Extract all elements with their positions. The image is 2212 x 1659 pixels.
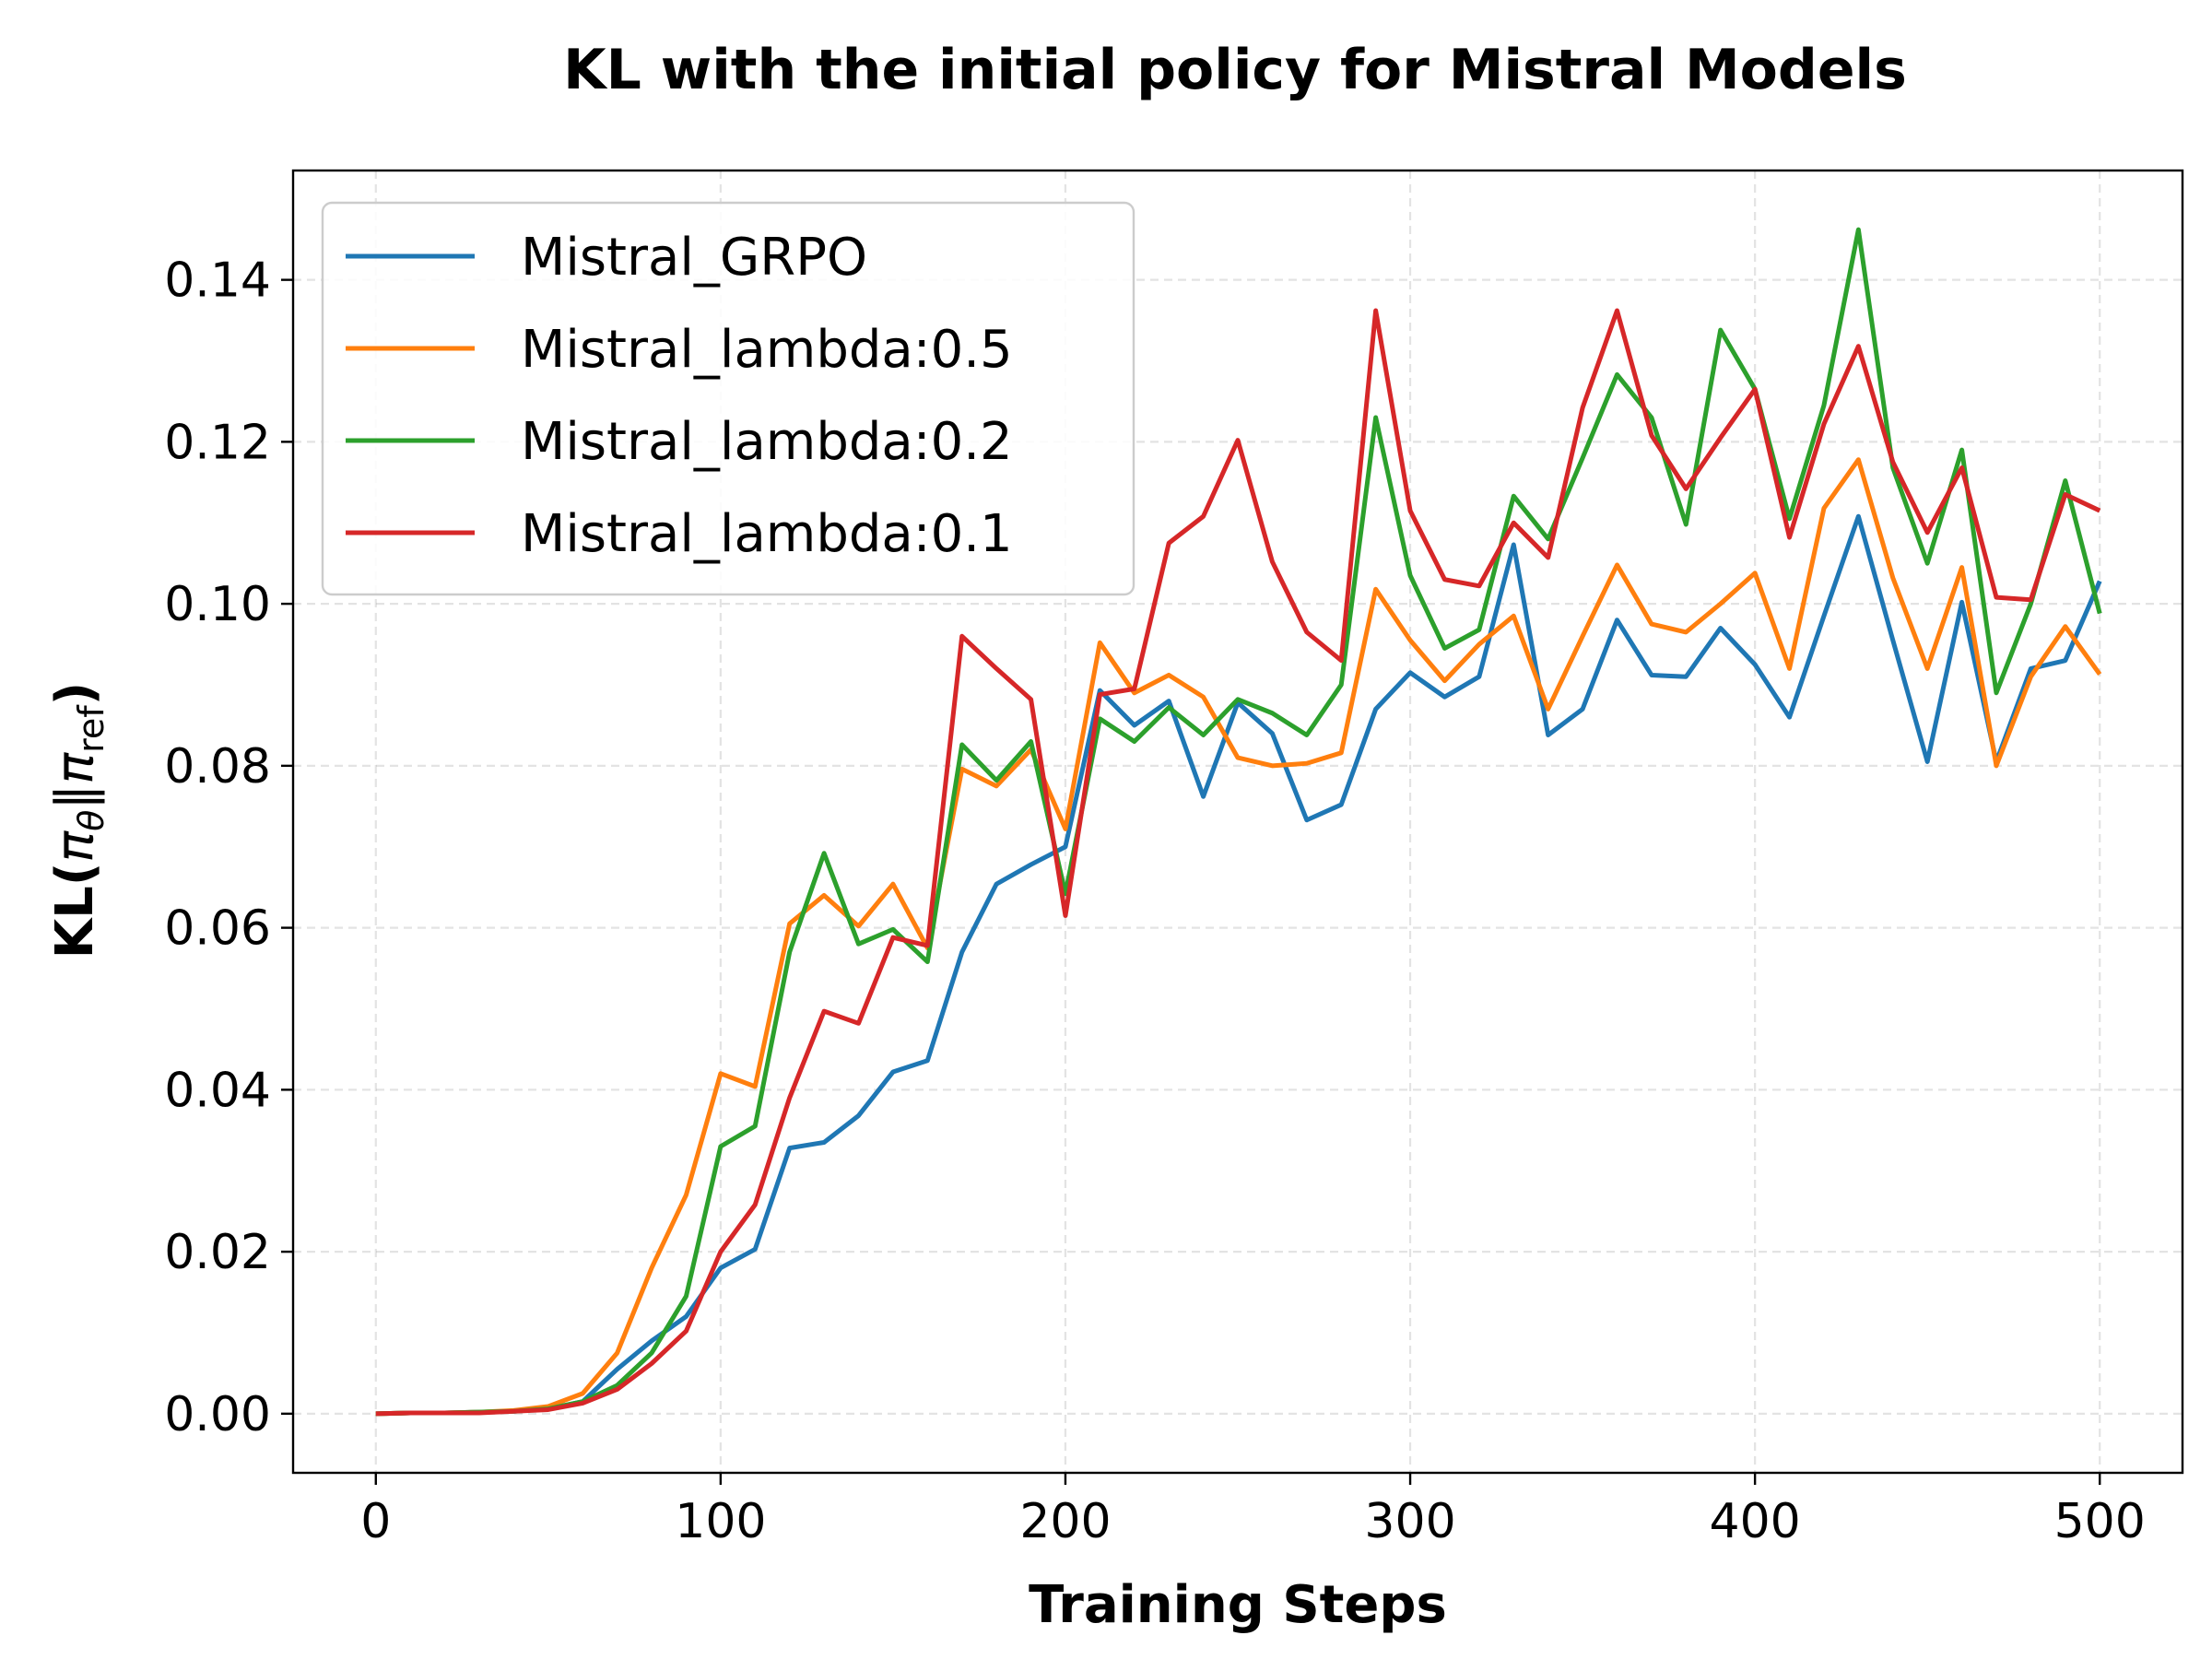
x-tick-label: 100 bbox=[675, 1494, 766, 1549]
y-axis-label-ref: ref bbox=[71, 704, 112, 753]
legend-box bbox=[321, 201, 1135, 596]
y-tick-label: 0.10 bbox=[164, 577, 271, 632]
legend-label-mistral-grpo: Mistral_GRPO bbox=[521, 228, 867, 288]
x-tick-label: 200 bbox=[1019, 1494, 1111, 1549]
legend: Mistral_GRPO Mistral_lambda:0.5 Mistral_la… bbox=[321, 201, 1135, 596]
y-tick-label: 0.14 bbox=[164, 253, 271, 309]
y-axis-label: KL(πθ‖πref) bbox=[45, 682, 112, 959]
legend-label-mistral-lambda-0-1: Mistral_lambda:0.1 bbox=[521, 504, 1013, 564]
chart-title: KL with the initial policy for Mistral M… bbox=[563, 38, 1907, 102]
series-line-mistral-lambda-0-5 bbox=[375, 457, 2102, 1417]
y-tick-label: 0.00 bbox=[164, 1387, 271, 1442]
y-axis-label-suffix: ) bbox=[45, 682, 105, 706]
x-tick-label: 500 bbox=[2054, 1494, 2146, 1549]
legend-label-mistral-lambda-0-5: Mistral_lambda:0.5 bbox=[521, 320, 1013, 380]
y-tick-label: 0.06 bbox=[164, 901, 271, 957]
y-tick-label: 0.02 bbox=[164, 1225, 271, 1280]
y-tick-label: 0.12 bbox=[164, 415, 271, 470]
legend-items: Mistral_GRPO Mistral_lambda:0.5 Mistral_la… bbox=[346, 228, 1013, 564]
series-line-mistral-lambda-0-1 bbox=[375, 308, 2101, 1417]
y-tick-label: 0.04 bbox=[164, 1063, 271, 1118]
x-axis-label: Training Steps bbox=[1029, 1575, 1447, 1635]
y-axis-label-separator: ‖ bbox=[45, 784, 105, 810]
tick-layer: 0 100 200 300 400 500 0.00 0.02 0.04 0.06 0.08 0.10… bbox=[164, 253, 2146, 1549]
y-axis-label-pi-theta: π bbox=[45, 830, 105, 863]
x-tick-label: 300 bbox=[1364, 1494, 1455, 1549]
x-tick-label: 0 bbox=[360, 1494, 391, 1549]
y-axis-label-pi-ref: π bbox=[45, 752, 105, 784]
series-layer bbox=[375, 227, 2102, 1417]
series-line-mistral-lambda-0-2 bbox=[375, 227, 2102, 1417]
plot-frame bbox=[291, 169, 2184, 1475]
y-axis-label-prefix: KL( bbox=[45, 863, 105, 959]
legend-label-mistral-lambda-0-2: Mistral_lambda:0.2 bbox=[521, 412, 1013, 472]
x-tick-label: 400 bbox=[1709, 1494, 1800, 1549]
y-axis-label-theta: θ bbox=[71, 810, 112, 831]
y-tick-label: 0.08 bbox=[164, 739, 271, 794]
